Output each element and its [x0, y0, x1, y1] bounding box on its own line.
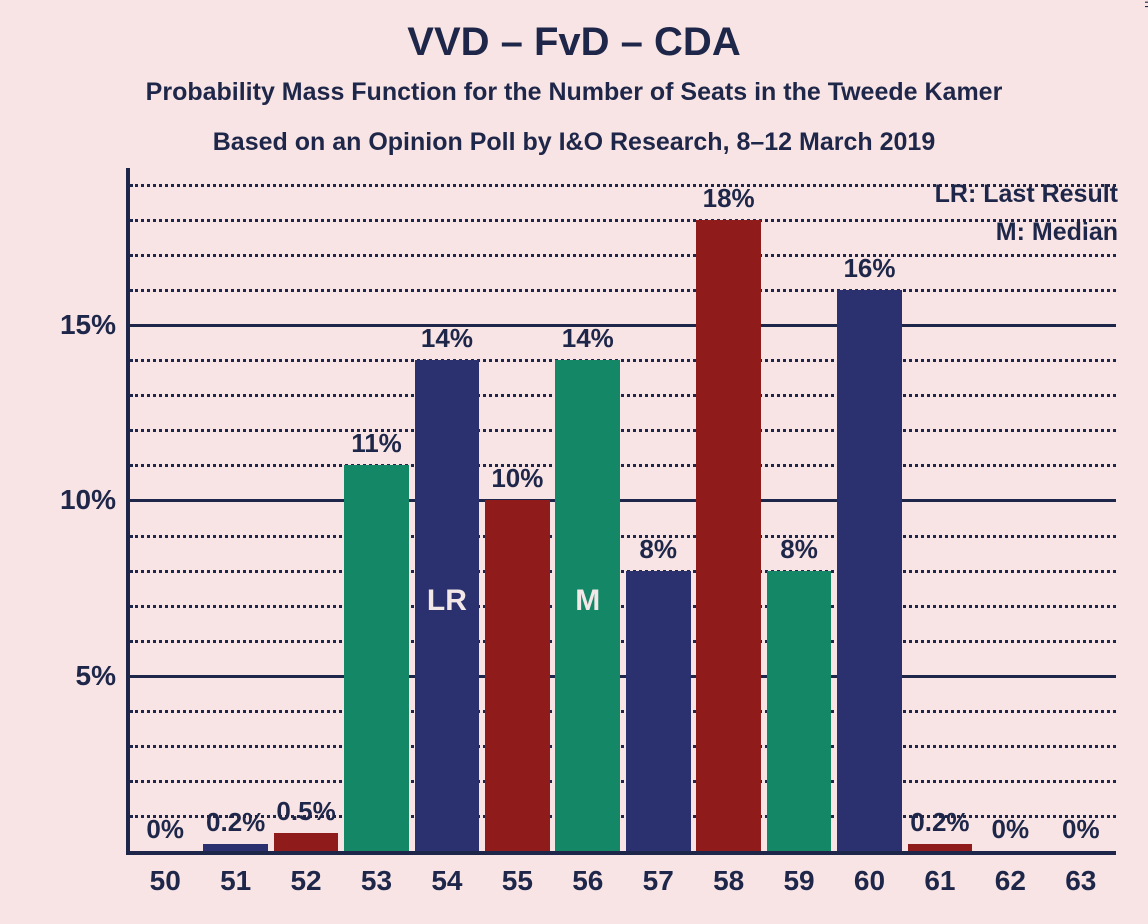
gridline-minor	[130, 359, 1116, 362]
x-tick-label: 55	[502, 865, 533, 897]
legend-line-1: M: Median	[996, 218, 1118, 247]
x-tick-label: 61	[924, 865, 955, 897]
y-tick-label: 15%	[60, 309, 116, 341]
gridline-major	[130, 499, 1116, 502]
x-tick-label: 53	[361, 865, 392, 897]
y-tick-label: 5%	[76, 660, 116, 692]
x-tick-label: 51	[220, 865, 251, 897]
gridline-minor	[130, 780, 1116, 783]
chart-title: VVD – FvD – CDA	[0, 20, 1148, 65]
bar-value-label: 0%	[1062, 814, 1100, 845]
bar-value-label: 0%	[992, 814, 1030, 845]
bar	[908, 844, 973, 851]
bar-value-label: 11%	[351, 428, 402, 459]
gridline-minor	[130, 289, 1116, 292]
bar-inner-label: M	[575, 584, 600, 618]
x-tick-label: 54	[431, 865, 462, 897]
bar-value-label: 16%	[843, 253, 895, 284]
bar-value-label: 8%	[780, 534, 818, 565]
bar-value-label: 0.2%	[206, 807, 265, 838]
legend-line-0: LR: Last Result	[935, 180, 1118, 209]
y-axis-line	[126, 168, 130, 855]
bar	[344, 465, 409, 851]
x-tick-label: 52	[290, 865, 321, 897]
gridline-minor	[130, 429, 1116, 432]
gridline-minor	[130, 605, 1116, 608]
y-tick-label: 10%	[60, 484, 116, 516]
gridline-minor	[130, 464, 1116, 467]
gridline-minor	[130, 570, 1116, 573]
gridline-major	[130, 324, 1116, 327]
gridline-minor	[130, 745, 1116, 748]
x-tick-label: 50	[150, 865, 181, 897]
x-tick-label: 59	[783, 865, 814, 897]
x-tick-label: 63	[1065, 865, 1096, 897]
bar-value-label: 14%	[421, 323, 473, 354]
x-axis-line	[126, 851, 1116, 855]
bar	[696, 220, 761, 851]
bar	[837, 290, 902, 851]
bar-value-label: 8%	[639, 534, 677, 565]
gridline-major	[130, 675, 1116, 678]
gridline-minor	[130, 219, 1116, 222]
chart-subtitle-1: Probability Mass Function for the Number…	[0, 78, 1148, 107]
bar-inner-label: LR	[427, 584, 467, 618]
gridline-minor	[130, 254, 1116, 257]
x-tick-label: 60	[854, 865, 885, 897]
chart-subtitle-2: Based on an Opinion Poll by I&O Research…	[0, 128, 1148, 157]
x-tick-label: 62	[995, 865, 1026, 897]
gridline-minor	[130, 394, 1116, 397]
x-tick-label: 57	[643, 865, 674, 897]
x-tick-label: 58	[713, 865, 744, 897]
bar	[203, 844, 268, 851]
copyright-text: © 2020 Filip van Laenen	[1142, 0, 1148, 8]
gridline-minor	[130, 535, 1116, 538]
bar-value-label: 0.2%	[910, 807, 969, 838]
bar	[274, 833, 339, 851]
x-tick-label: 56	[572, 865, 603, 897]
bar	[626, 571, 691, 851]
bar-value-label: 0%	[146, 814, 184, 845]
gridline-minor	[130, 640, 1116, 643]
gridline-minor	[130, 710, 1116, 713]
plot-area: 5%10%15%500%510.2%520.5%5311%5414%5510%5…	[130, 178, 1116, 851]
bar-value-label: 18%	[703, 183, 755, 214]
bar-value-label: 14%	[562, 323, 614, 354]
bar-value-label: 10%	[491, 463, 543, 494]
bar	[485, 500, 550, 851]
bar-value-label: 0.5%	[276, 796, 335, 827]
bar	[767, 571, 832, 851]
